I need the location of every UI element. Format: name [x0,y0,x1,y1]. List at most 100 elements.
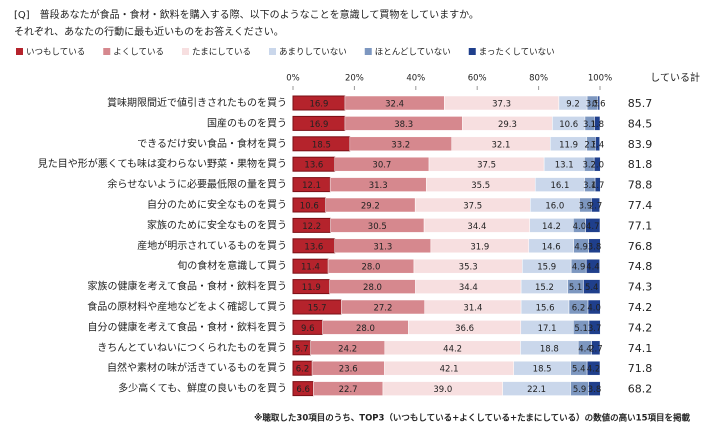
data-label: 11.9 [302,283,321,293]
data-label: 6.2 [572,304,586,314]
bar-segment [588,320,601,335]
legend-swatch [468,48,476,55]
data-label: 5.1 [569,283,583,293]
data-label: 34.4 [459,283,478,293]
bar-segment [597,95,600,111]
category-label: 余らせないように必要最低限の量を買う [107,178,287,191]
data-label: 14.6 [542,242,561,252]
data-label: 16.9 [309,120,328,130]
data-label: 29.3 [498,120,517,130]
data-label: 15.6 [536,304,555,314]
data-label: 4.4 [578,344,592,354]
data-label: 6.6 [296,385,310,395]
data-label: 1.4 [591,140,605,150]
data-label: 4.0 [587,304,601,314]
data-label: 44.2 [443,344,462,354]
total-value: 77.1 [628,219,653,232]
data-label: 0.6 [592,100,606,110]
data-label: 2.7 [589,344,603,354]
data-label: 1.7 [591,181,605,191]
data-label: 4.7 [586,222,600,232]
category-label: 自分のために安全なものを買う [147,198,287,211]
data-label: 11.9 [559,140,578,150]
category-label: 自分の健康を考えて食品・食材・飲料を買う [88,320,288,333]
x-tick-label: 100% [588,74,612,84]
x-tick-label: 40% [406,74,425,84]
category-label: 家族のために安全なものを買う [147,218,287,231]
data-label: 10.6 [300,202,319,212]
data-label: 5.4 [585,283,599,293]
total-value: 74.2 [628,321,653,334]
data-label: 4.0 [573,222,587,232]
data-label: 3.5 [586,100,600,110]
data-label: 3.7 [588,324,602,334]
total-value: 74.8 [628,260,653,273]
category-label: 産地が明示されているものを買う [137,239,287,252]
legend-swatch [16,48,23,55]
total-value: 74.2 [628,301,653,314]
total-value: 78.8 [628,179,653,192]
bar-segment [588,238,601,254]
data-label: 13.1 [555,161,574,171]
data-label: 2.8 [584,140,598,150]
data-label: 31.3 [369,181,388,191]
legend-swatch [182,48,189,55]
data-label: 9.2 [566,100,580,110]
legend-swatch [269,48,276,55]
data-label: 37.5 [463,202,482,212]
data-label: 12.2 [302,222,321,232]
bar-segment [593,156,601,172]
x-tick-label: 60% [468,74,487,84]
data-label: 34.4 [467,222,486,232]
data-label: 9.6 [301,324,315,334]
data-label: 31.9 [470,242,489,252]
category-label: 自然や素材の味が活きているものを買う [107,361,287,374]
data-label: 32.4 [385,100,404,110]
category-label: 家族の健康を考えて食品・食材・飲料を買う [88,280,288,293]
data-label: 28.0 [362,263,381,273]
data-label: 16.0 [545,202,564,212]
data-label: 18.5 [533,365,552,375]
data-label: 3.8 [588,242,602,252]
data-label: 39.0 [433,385,452,395]
bar-segment [587,299,601,315]
data-label: 3.2 [582,161,596,171]
total-value: 71.8 [628,362,653,375]
total-value: 77.4 [628,199,653,212]
total-value: 83.9 [628,138,653,151]
data-label: 4.4 [586,263,600,273]
data-label: 2.7 [589,202,603,212]
data-label: 15.2 [535,283,554,293]
data-label: 35.5 [471,181,490,191]
bar-segment [585,218,601,233]
category-label: できるだけ安い食品・食材を買う [137,137,287,150]
data-label: 32.1 [492,140,511,150]
data-label: 22.1 [527,385,546,395]
bar-segment [586,360,601,376]
total-value: 74.3 [628,281,653,294]
legend-label: たまにしている [192,48,251,58]
bar-segment [591,197,600,213]
bar-segment [594,116,601,131]
data-label: 5.9 [573,385,587,395]
data-label: 24.2 [338,344,357,354]
legend-swatch [364,48,372,55]
data-label: 22.7 [339,385,358,395]
total-value: 74.1 [628,342,653,355]
total-value: 85.7 [628,97,653,110]
category-label: 多少高くても、鮮度の良いものを買う [118,382,287,395]
data-label: 4.2 [587,365,601,375]
data-label: 10.6 [559,120,578,130]
total-value: 68.2 [628,383,653,396]
data-label: 42.1 [440,365,459,375]
legend-label: まったくしていない [479,48,555,58]
data-label: 16.9 [309,100,328,110]
data-label: 15.7 [308,304,327,314]
data-label: 16.1 [550,181,569,191]
data-label: 12.1 [302,181,321,191]
data-label: 31.3 [373,242,392,252]
bar-segment [585,258,600,274]
data-label: 30.5 [368,222,387,232]
x-tick-label: 80% [529,74,548,84]
category-label: 食品の原材料や産地などをよく確認して買う [87,300,287,313]
